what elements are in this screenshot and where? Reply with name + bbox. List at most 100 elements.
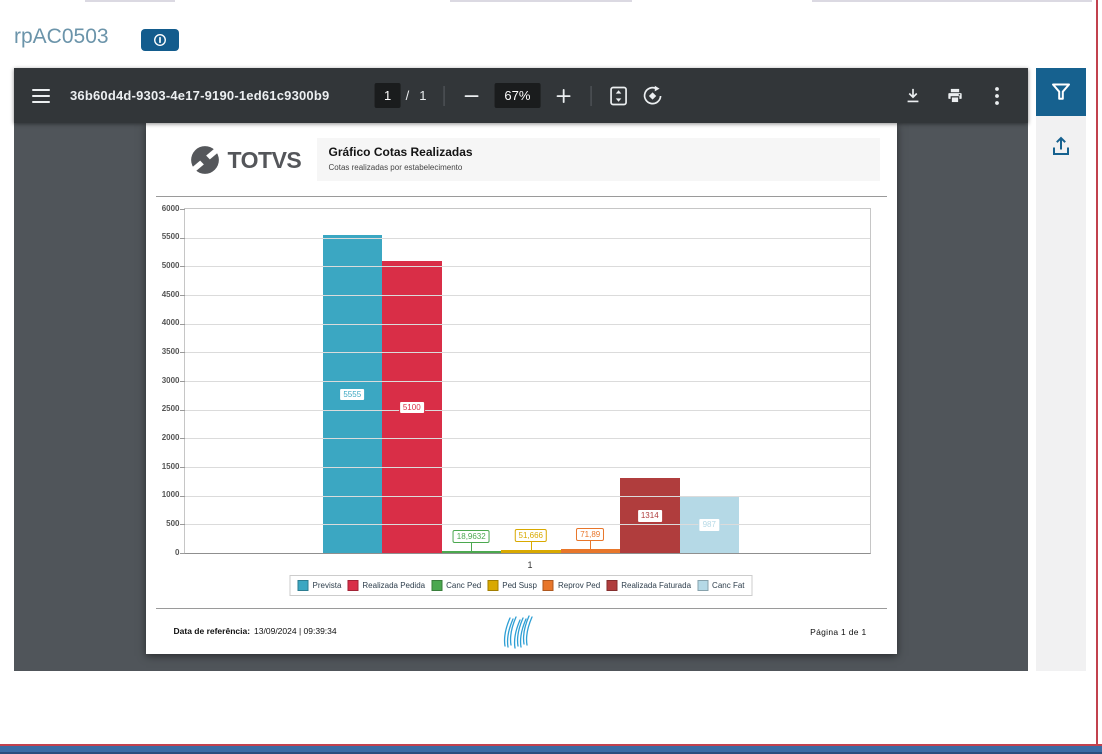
y-axis-tick-label: 5000	[161, 260, 180, 270]
y-axis-tick-label: 3000	[161, 375, 180, 385]
y-axis-tick-mark	[179, 266, 185, 268]
fit-page-button[interactable]	[603, 81, 633, 111]
gridline	[184, 237, 870, 239]
legend-item-canc-fat: Canc Fat	[697, 580, 745, 591]
footer-reference-label: Data de referência:	[173, 626, 251, 636]
report-title: Gráfico Cotas Realizadas	[328, 145, 473, 159]
gridline	[184, 381, 870, 382]
hamburger-icon	[32, 88, 50, 103]
zoom-out-button[interactable]	[456, 81, 486, 111]
legend-label: Canc Ped	[446, 581, 482, 590]
plot-area: 5555 5100 18,9632 51,666 71,89 1314 987	[179, 208, 871, 554]
toolbar-separator	[590, 85, 592, 106]
bar-value-label: 987	[698, 518, 720, 532]
legend-item-canc-ped: Canc Ped	[431, 580, 481, 591]
legend-swatch	[606, 580, 618, 591]
totvs-logo-text: TOTVS	[227, 146, 302, 173]
fit-page-icon	[608, 86, 628, 106]
gridline	[184, 495, 870, 497]
y-axis-tick-label: 2000	[161, 432, 180, 442]
totvs-logo-icon	[189, 145, 220, 175]
legend-swatch	[297, 580, 309, 591]
x-axis-category: 1	[527, 560, 533, 570]
y-axis-tick-label: 1000	[161, 490, 180, 500]
bar-realizada-pedida: 5100	[382, 209, 442, 553]
y-axis-tick-label: 5500	[161, 232, 180, 242]
upload-button[interactable]	[1036, 126, 1086, 166]
gridline	[184, 352, 870, 354]
legend-label: Prevista	[312, 581, 342, 590]
zoom-in-button[interactable]	[548, 81, 578, 111]
y-axis-tick-mark	[179, 438, 185, 440]
totvs-logo: TOTVS	[189, 145, 302, 175]
y-axis-tick-mark	[179, 409, 185, 411]
pdf-canvas: TOTVS Gráfico Cotas Realizadas Cotas rea…	[14, 123, 1028, 671]
y-axis-tick-mark	[179, 323, 185, 325]
top-edge-artifact	[812, 0, 1092, 2]
legend-label: Reprov Ped	[557, 581, 601, 590]
y-axis-tick-mark	[179, 381, 185, 382]
bar-value-label: 51,666	[514, 528, 547, 542]
legend-item-realizada-pedida: Realizada Pedida	[347, 580, 425, 591]
info-button[interactable]	[141, 29, 179, 51]
totvs-hatch-logo-icon	[496, 610, 538, 657]
bar-value-label: 1314	[636, 509, 663, 523]
menu-button[interactable]	[26, 81, 56, 111]
filter-button[interactable]	[1036, 68, 1086, 116]
footer-reference: Data de referência: 13/09/2024 | 09:39:34	[174, 626, 337, 636]
more-options-button[interactable]	[982, 81, 1012, 111]
rotate-icon	[641, 85, 663, 107]
download-button[interactable]	[898, 81, 928, 111]
y-axis-tick-mark	[179, 524, 185, 526]
bar-reprov-ped: 71,89	[560, 209, 620, 553]
chart-top-divider	[155, 196, 887, 197]
minus-icon	[464, 89, 479, 103]
footer-page-info: Página 1 de 1	[810, 627, 867, 637]
info-icon	[152, 32, 168, 48]
print-button[interactable]	[940, 81, 970, 111]
filter-icon	[1049, 80, 1073, 104]
gridline	[184, 524, 870, 526]
gridline	[184, 409, 870, 411]
legend-item-reprov-ped: Reprov Ped	[542, 580, 601, 591]
frame-border-bottom-navy	[0, 752, 1102, 754]
y-axis-tick-label: 3500	[161, 346, 180, 356]
y-axis-tick-label: 500	[166, 518, 180, 528]
legend-label: Realizada Pedida	[362, 581, 426, 590]
gridline	[184, 323, 870, 325]
y-axis-tick-mark	[179, 352, 185, 354]
y-axis-tick-mark	[179, 237, 185, 239]
frame-border-bottom-red	[0, 744, 1102, 746]
page-number-input[interactable]: 1	[374, 83, 401, 108]
side-panel	[1036, 68, 1086, 671]
y-axis-tick-mark	[179, 553, 185, 554]
legend-item-realizada-faturada: Realizada Faturada	[606, 580, 691, 591]
chart-legend: Prevista Realizada Pedida Canc Ped Ped Susp…	[289, 575, 753, 596]
document-filename: 36b60d4d-9303-4e17-9190-1ed61c9300b9	[70, 88, 330, 103]
pdf-toolbar: 36b60d4d-9303-4e17-9190-1ed61c9300b9 1 /…	[14, 68, 1028, 123]
top-edge-artifact	[85, 0, 175, 2]
bars-group: 5555 5100 18,9632 51,666 71,89 1314 987	[322, 209, 739, 553]
bar-value-label: 71,89	[576, 527, 605, 541]
legend-label: Realizada Faturada	[621, 581, 692, 590]
frame-border-right	[1096, 0, 1098, 746]
bar-value-label: 5100	[398, 400, 425, 414]
gridline	[184, 266, 870, 268]
bar-fill-canc-ped	[441, 551, 501, 553]
page-divider: /	[405, 88, 410, 103]
rotate-button[interactable]	[637, 81, 667, 111]
y-axis-tick-mark	[179, 467, 185, 468]
legend-item-prevista: Prevista	[297, 580, 341, 591]
page-title: rpAC0503	[14, 25, 109, 48]
legend-swatch	[347, 580, 359, 591]
y-axis-tick-label: 4500	[161, 289, 180, 299]
report-subtitle: Cotas realizadas por estabelecimento	[328, 163, 463, 172]
bar-canc-ped: 18,9632	[441, 209, 501, 553]
y-axis-tick-label: 4000	[161, 318, 180, 328]
y-axis-tick-label: 6000	[161, 203, 180, 213]
gridline	[184, 467, 870, 468]
pdf-document-page: TOTVS Gráfico Cotas Realizadas Cotas rea…	[145, 123, 897, 657]
bar-prevista: 5555	[322, 209, 382, 553]
legend-swatch	[542, 580, 554, 591]
footer-reference-value: 13/09/2024 | 09:39:34	[254, 626, 337, 636]
